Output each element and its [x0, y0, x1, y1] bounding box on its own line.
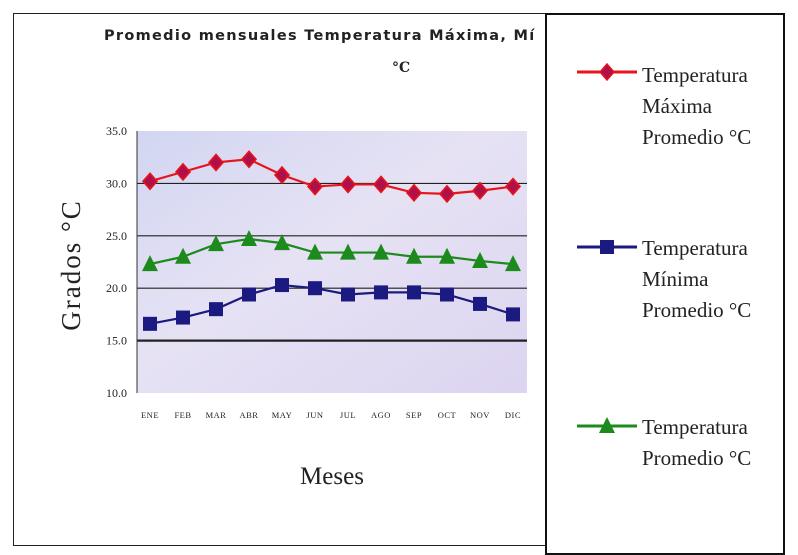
y-tick-label: 25.0: [106, 229, 127, 243]
data-point-diamond: [306, 177, 324, 196]
data-point-triangle: [307, 243, 323, 260]
x-axis-label: Meses: [300, 463, 364, 490]
data-point-square: [275, 278, 289, 293]
data-point-square: [341, 287, 355, 302]
data-point-diamond: [240, 150, 258, 169]
legend-swatch-promedio: [577, 417, 637, 433]
y-tick-label: 35.0: [106, 124, 127, 138]
legend-label-promedio: Temperatura Promedio °C: [642, 415, 752, 470]
y-tick-label: 20.0: [106, 281, 127, 295]
data-point-triangle: [241, 229, 257, 246]
plot-area: [137, 131, 527, 393]
data-point-diamond: [174, 162, 192, 182]
data-point-square: [242, 287, 256, 302]
chart-svg: 10.0 15.0 20.0 25.0 30.0 35.0 ENE FEB MAR ABR MAY…: [56, 124, 527, 490]
data-point-triangle: [505, 255, 521, 272]
legend-label-maxima: Temperatura Máxima Promedio °C: [642, 63, 752, 149]
x-tick-label: ENE: [141, 410, 159, 420]
x-tick-label: MAR: [206, 410, 227, 420]
data-point-diamond: [141, 172, 159, 191]
data-point-diamond: [273, 165, 291, 185]
data-point-triangle: [406, 247, 422, 264]
x-tick-label: FEB: [174, 410, 191, 420]
data-point-square: [374, 285, 388, 300]
data-point-triangle: [208, 235, 224, 252]
x-tick-label: JUL: [340, 410, 356, 420]
legend-swatch-maxima: [577, 62, 637, 82]
y-tick-label: 15.0: [106, 334, 127, 348]
x-tick-label: NOV: [470, 410, 490, 420]
data-point-square: [143, 316, 157, 331]
x-tick-label: JUN: [306, 410, 323, 420]
x-tick-label: MAY: [272, 410, 293, 420]
y-tick-label: 10.0: [106, 386, 127, 400]
data-point-square: [209, 302, 223, 317]
gridlines: [137, 182, 527, 342]
data-point-triangle: [175, 247, 191, 264]
data-point-diamond: [438, 184, 456, 204]
legend-swatch-minima: [577, 240, 637, 254]
x-tick-label: AGO: [371, 410, 391, 420]
data-point-square: [473, 296, 487, 311]
series-lines: [141, 150, 522, 331]
x-tick-label: OCT: [438, 410, 457, 420]
data-point-square: [176, 310, 190, 325]
x-tick-labels: ENE FEB MAR ABR MAY JUN JUL AGO SEP OCT NOV DIC: [141, 410, 521, 420]
data-point-triangle: [439, 247, 455, 264]
data-point-triangle: [274, 234, 290, 251]
data-point-diamond: [339, 175, 357, 194]
data-point-diamond: [372, 175, 390, 194]
x-tick-label: SEP: [406, 410, 422, 420]
data-point-diamond: [504, 177, 522, 196]
data-point-triangle: [340, 243, 356, 260]
data-point-square: [440, 287, 454, 302]
data-point-triangle: [142, 255, 158, 272]
data-point-square: [308, 281, 322, 296]
y-axis-label: Grados °C: [56, 199, 86, 331]
legend: Temperatura Máxima Promedio °C Temperatu…: [545, 13, 785, 555]
data-point-diamond: [471, 181, 489, 200]
chart-subtitle: °C: [392, 60, 411, 76]
x-tick-label: DIC: [505, 410, 521, 420]
data-point-square: [407, 285, 421, 300]
data-point-diamond: [207, 153, 225, 172]
data-point-triangle: [373, 243, 389, 260]
chart-title: Promedio mensuales Temperatura Máxima, M…: [104, 28, 536, 44]
y-tick-label: 30.0: [106, 176, 127, 190]
data-point-square: [506, 307, 520, 322]
data-point-triangle: [472, 251, 488, 268]
x-tick-label: ABR: [240, 410, 259, 420]
y-tick-labels: 10.0 15.0 20.0 25.0 30.0 35.0: [106, 124, 127, 400]
legend-label-minima: Temperatura Mínima Promedio °C: [642, 236, 752, 322]
data-point-diamond: [405, 183, 423, 203]
